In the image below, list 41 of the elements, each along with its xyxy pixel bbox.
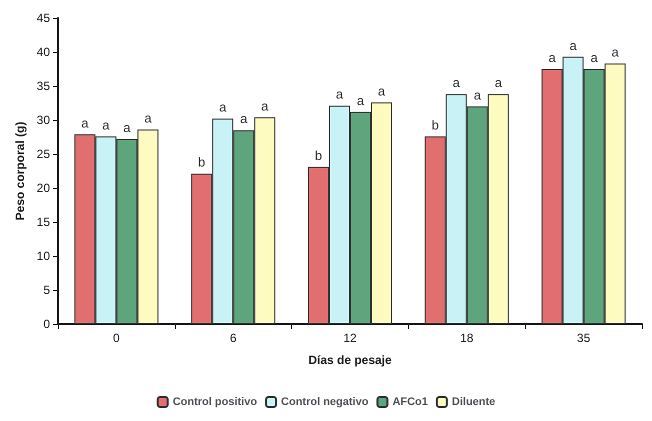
data-label: a [569, 38, 578, 53]
x-tick-label: 35 [576, 331, 591, 345]
x-tick-label: 12 [343, 331, 357, 345]
data-label: a [336, 86, 344, 102]
y-tick-label: 0 [43, 317, 50, 331]
data-label: a [378, 83, 386, 98]
data-label: a [356, 92, 365, 108]
data-label: a [261, 98, 270, 114]
y-tick-label: 5 [43, 283, 50, 297]
data-label: a [590, 50, 598, 65]
data-label: a [452, 75, 461, 90]
data-label: a [219, 100, 228, 115]
data-label: b [314, 148, 322, 163]
y-tick-label: 30 [36, 113, 50, 127]
data-label: a [144, 110, 152, 126]
x-tick-label: 0 [113, 331, 120, 345]
data-label: a [240, 111, 248, 126]
x-tick-label: 18 [460, 331, 474, 345]
legend-label: AFCo1 [392, 396, 428, 408]
y-axis-title: Peso corporal (g) [12, 122, 27, 220]
data-label: a [123, 120, 132, 136]
y-tick-label: 45 [36, 11, 50, 25]
legend-label: Control negativo [281, 396, 369, 408]
y-tick-label: 25 [36, 147, 50, 161]
y-tick-label: 20 [36, 181, 50, 195]
legend-label: Control positivo [172, 396, 258, 408]
y-tick-label: 35 [36, 79, 50, 93]
data-label: a [612, 44, 620, 60]
legend-label: Diluente [452, 396, 496, 408]
data-label: a [548, 50, 556, 65]
x-axis-title: Días de pesaje [308, 353, 392, 367]
y-tick-label: 15 [36, 215, 50, 229]
x-tick-label: 6 [230, 331, 237, 345]
data-label: b [432, 117, 439, 132]
data-label: a [102, 117, 110, 132]
y-tick-label: 10 [36, 249, 50, 263]
data-label: a [81, 115, 90, 130]
y-tick-label: 40 [36, 45, 50, 59]
data-label: b [198, 154, 206, 170]
data-label: a [494, 75, 503, 90]
data-label: a [474, 87, 482, 102]
